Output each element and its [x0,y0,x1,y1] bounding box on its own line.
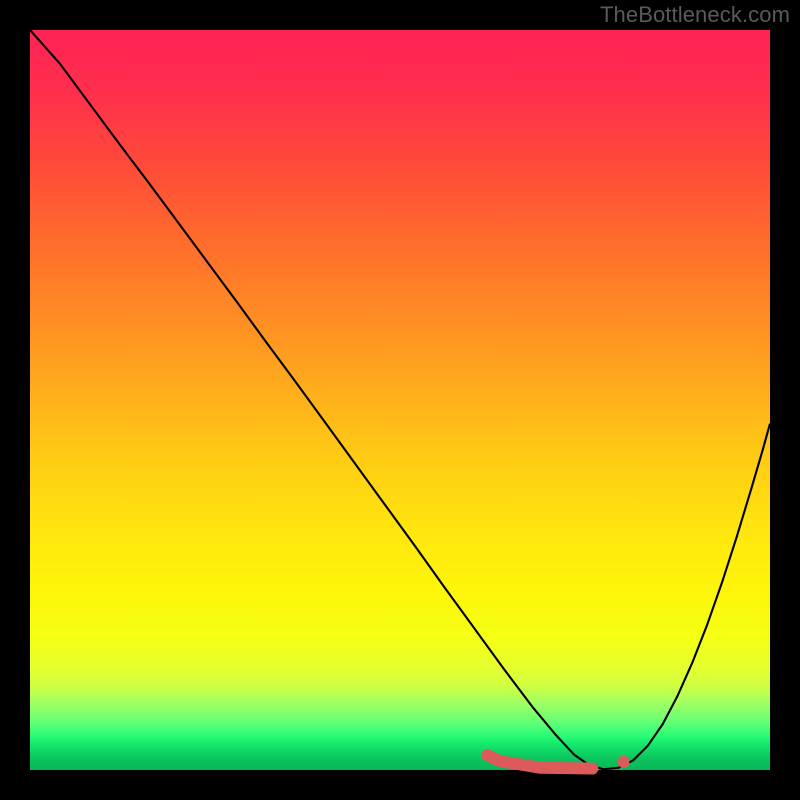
bottom-segment-dot [617,756,629,768]
plot-background [30,30,770,770]
chart-svg [0,0,800,800]
bottleneck-curve [30,30,770,769]
watermark-text: TheBottleneck.com [600,2,790,28]
chart-frame: TheBottleneck.com [0,0,800,800]
bottom-segment [487,755,592,768]
